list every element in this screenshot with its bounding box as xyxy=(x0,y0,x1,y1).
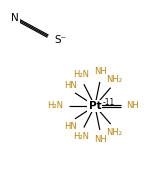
Text: S⁻: S⁻ xyxy=(55,35,67,45)
Text: NH₂: NH₂ xyxy=(106,128,122,137)
Text: H₂N: H₂N xyxy=(73,70,89,79)
Text: HN: HN xyxy=(64,81,77,90)
Text: NH: NH xyxy=(95,67,107,76)
Text: H₂N: H₂N xyxy=(48,101,64,110)
Text: H₂N: H₂N xyxy=(73,132,89,141)
Text: NH: NH xyxy=(126,101,139,110)
Text: NH: NH xyxy=(95,135,107,144)
Text: -11: -11 xyxy=(103,98,115,107)
Text: Pt: Pt xyxy=(89,101,101,111)
Text: N: N xyxy=(11,13,19,23)
Text: NH₂: NH₂ xyxy=(106,75,122,83)
Text: HN: HN xyxy=(64,122,77,131)
